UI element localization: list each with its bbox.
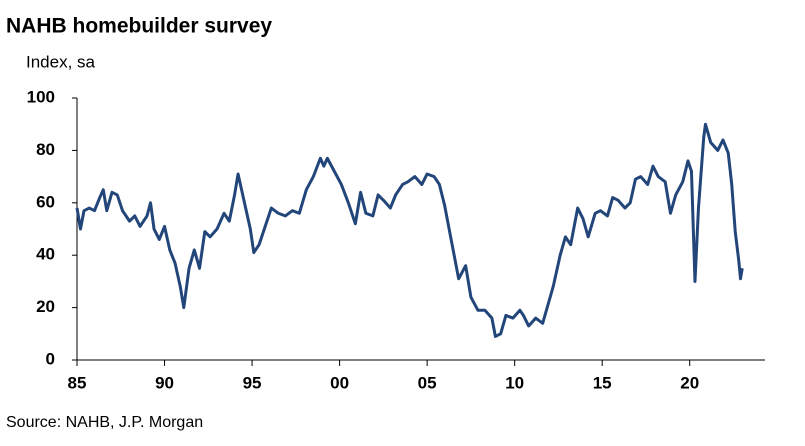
subtitle: Index, sa [26,52,96,71]
chart-title: NAHB homebuilder survey [6,15,272,38]
y-tick-label: 40 [36,245,55,264]
x-tick-label: 90 [155,373,174,392]
x-tick-label: 95 [243,373,262,392]
y-tick-label: 100 [27,87,55,106]
x-tick-label: 20 [680,373,699,392]
y-tick-label: 80 [36,140,55,159]
x-tick-label: 15 [593,373,612,392]
source: Source: NAHB, J.P. Morgan [6,414,203,431]
x-tick-label: 05 [418,373,437,392]
y-tick-label: 60 [36,192,55,211]
x-tick-label: 85 [68,373,87,392]
data-line [75,122,744,338]
y-tick-label: 20 [36,297,55,316]
y-tick-label: 0 [46,349,55,368]
x-tick-label: 10 [505,373,524,392]
x-tick-label: 00 [330,373,349,392]
